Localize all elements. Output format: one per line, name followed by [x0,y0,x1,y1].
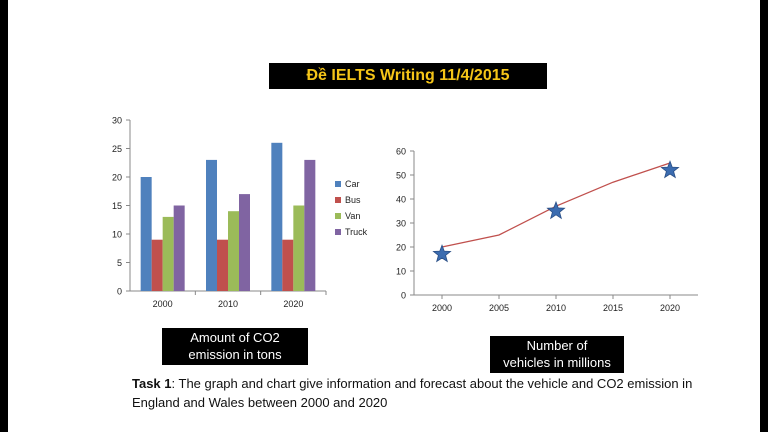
bar-y-tick-label: 5 [117,258,122,268]
bar-x-tick-label: 2010 [218,299,238,309]
bar-chart-caption: Amount of CO2 emission in tons [162,328,308,365]
line-caption-line2: vehicles in millions [503,355,611,370]
bar-y-tick-label: 10 [112,230,122,240]
line-y-tick-label: 40 [396,195,406,205]
line-y-tick-label: 30 [396,219,406,229]
vehicles-line-chart: 0 10 20 30 40 50 60 2000 2005 2010 2015 2020 [396,147,698,313]
bar-truck-2000 [173,205,185,291]
bar-caption-line2: emission in tons [188,347,282,362]
legend-swatch-truck [335,229,341,235]
page-title: Đề IELTS Writing 11/4/2015 [269,63,547,89]
task-description: Task 1: The graph and chart give informa… [132,374,712,412]
bar-y-tick-label: 25 [112,144,122,154]
line-caption-line1: Number of [526,338,588,353]
bar-y-tick-label: 15 [112,201,122,211]
line-chart-caption: Number of vehicles in millions [490,336,624,373]
bar-van-2020 [293,205,305,291]
line-x-tick-label: 2000 [432,303,452,313]
line-y-tick-label: 20 [396,243,406,253]
bar-car-2000 [140,177,152,291]
legend-label-bus: Bus [345,195,361,205]
line-y-tick-label: 10 [396,267,406,277]
line-y-tick-label: 0 [401,291,406,301]
bar-bus-2010 [217,239,228,291]
bar-bus-2000 [151,239,163,291]
legend-swatch-van [335,213,341,219]
bar-x-tick-label: 2000 [153,299,173,309]
slide: Đề IELTS Writing 11/4/2015 0 5 10 15 20 25 30 2… [8,0,760,432]
legend-label-van: Van [345,211,360,221]
bar-y-tick-label: 30 [112,116,122,126]
legend-swatch-bus [335,197,341,203]
line-x-tick-label: 2020 [660,303,680,313]
legend-label-car: Car [345,179,360,189]
bar-van-2000 [162,216,174,291]
legend-swatch-car [335,181,341,187]
bar-caption-line1: Amount of CO2 [190,330,280,345]
star-marker-2010 [546,200,566,220]
task-label: Task 1 [132,376,172,391]
line-y-tick-label: 60 [396,147,406,157]
bar-truck-2020 [304,159,316,291]
line-x-tick-label: 2015 [603,303,623,313]
bar-bus-2020 [282,239,294,291]
bar-y-tick-label: 20 [112,173,122,183]
bar-x-tick-label: 2020 [283,299,303,309]
task-body: : The graph and chart give information a… [132,376,693,410]
line-y-tick-label: 50 [396,171,406,181]
line-x-tick-label: 2005 [489,303,509,313]
bar-y-tick-label: 0 [117,287,122,297]
bar-car-2010 [206,159,217,291]
bar-car-2020 [271,142,283,291]
star-marker-2000 [432,244,452,263]
co2-bar-chart: 0 5 10 15 20 25 30 2000 2010 2020 Car Bus Van Truck [112,116,368,310]
bar-van-2010 [228,211,239,291]
bar-truck-2010 [239,194,250,291]
line-x-tick-label: 2010 [546,303,566,313]
legend-label-truck: Truck [345,227,368,237]
star-marker-2020 [660,160,680,179]
